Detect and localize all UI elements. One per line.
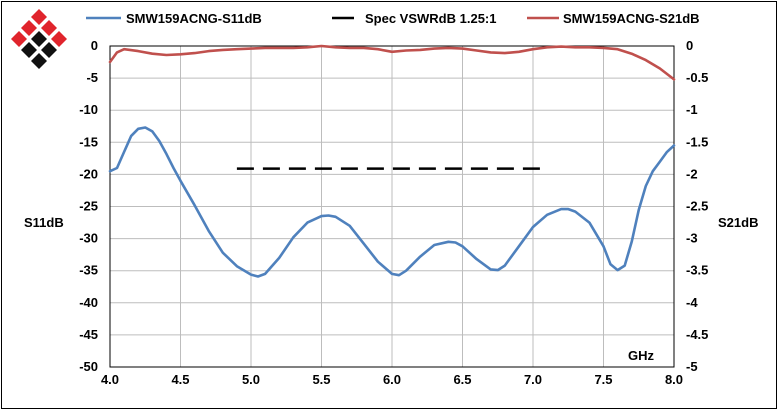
tick-labels: 4.0 4.5 5.0 5.5 6.0 6.5 7.0 7.5 8.00-5-10-15-20-… xyxy=(79,38,708,387)
logo-diamond xyxy=(21,42,37,58)
y-left-tick-label: -45 xyxy=(79,327,98,342)
logo-diamond xyxy=(21,20,37,36)
series-line-s11 xyxy=(108,126,676,278)
company-logo xyxy=(11,9,67,69)
y-left-tick-label: -25 xyxy=(79,199,98,214)
y-right-tick-label: 0 xyxy=(686,38,693,53)
y-right-tick-label: -5 xyxy=(686,359,698,374)
logo-diamond xyxy=(31,53,47,69)
y-right-tick-label: -4.5 xyxy=(686,327,708,342)
y-right-tick-label: -3.5 xyxy=(686,263,708,278)
legend-label-spec: Spec VSWRdB 1.25:1 xyxy=(365,11,497,26)
y-left-tick-label: -35 xyxy=(79,263,98,278)
y-left-tick-label: -20 xyxy=(79,166,98,181)
series-lines xyxy=(108,44,676,278)
y-left-tick-label: -50 xyxy=(79,359,98,374)
y-left-tick-label: -10 xyxy=(79,102,98,117)
y-left-tick-label: -30 xyxy=(79,231,98,246)
logo-diamond xyxy=(41,20,57,36)
y-axis-label-right: S21dB xyxy=(718,215,758,230)
x-axis-label: GHz xyxy=(628,348,655,363)
legend-label-s21: SMW159ACNG-S21dB xyxy=(563,11,700,26)
logo-diamond xyxy=(31,31,47,47)
y-right-tick-label: -4 xyxy=(686,295,698,310)
logo-diamond xyxy=(31,9,47,25)
series-line-s21 xyxy=(108,44,676,81)
x-tick-label: 6.0 xyxy=(383,372,401,387)
y-left-tick-label: -15 xyxy=(79,134,98,149)
y-right-tick-label: -0.5 xyxy=(686,70,708,85)
grid xyxy=(110,46,674,367)
x-tick-label: 7.5 xyxy=(594,372,612,387)
x-tick-label: 7.0 xyxy=(524,372,542,387)
y-right-tick-label: -3 xyxy=(686,231,698,246)
x-tick-label: 5.0 xyxy=(242,372,260,387)
plot-area xyxy=(109,45,675,368)
y-left-tick-label: -5 xyxy=(86,70,98,85)
y-right-tick-label: -1 xyxy=(686,102,698,117)
x-tick-label: 4.0 xyxy=(101,372,119,387)
logo-diamond xyxy=(51,31,67,47)
y-right-tick-label: -1.5 xyxy=(686,134,708,149)
legend-label-s11: SMW159ACNG-S11dB xyxy=(126,11,262,26)
x-tick-label: 8.0 xyxy=(665,372,683,387)
y-axis-label-left: S11dB xyxy=(24,215,64,230)
x-tick-label: 5.5 xyxy=(312,372,330,387)
logo-diamond xyxy=(41,42,57,58)
x-tick-label: 4.5 xyxy=(171,372,189,387)
y-left-tick-label: 0 xyxy=(91,38,98,53)
y-right-tick-label: -2 xyxy=(686,166,698,181)
y-left-tick-label: -40 xyxy=(79,295,98,310)
logo-diamond xyxy=(11,31,27,47)
y-right-tick-label: -2.5 xyxy=(686,199,708,214)
x-tick-label: 6.5 xyxy=(453,372,471,387)
legend: SMW159ACNG-S11dB Spec VSWRdB 1.25:1 SMW1… xyxy=(86,11,700,26)
